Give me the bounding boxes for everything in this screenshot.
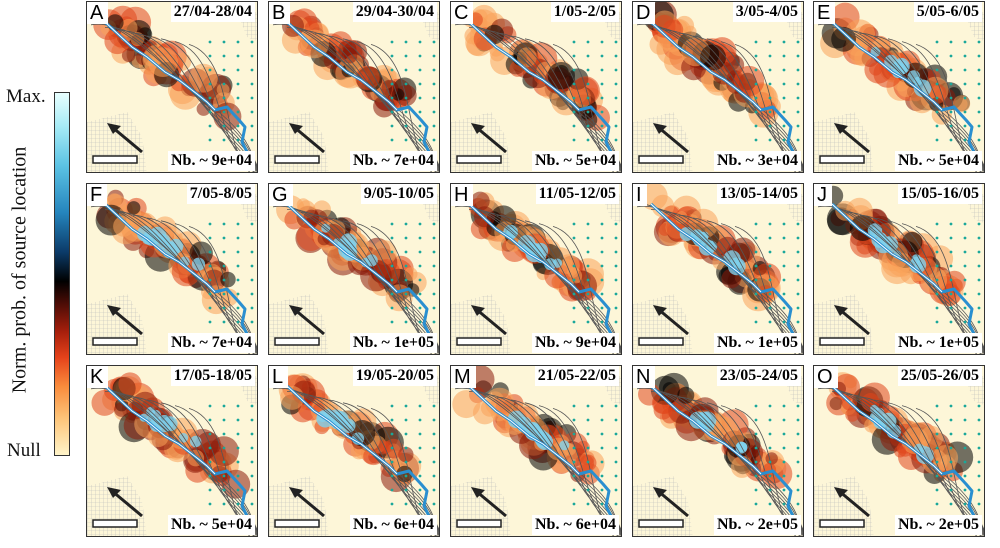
colorbar-title: Norm. prob. of source location <box>8 146 31 394</box>
panel-event-count: Nb. ~ 5e+04 <box>895 151 982 171</box>
panel-date-range: 11/05-12/05 <box>535 184 619 204</box>
map-panel-o: O 25/05-26/05 Nb. ~ 2e+05 <box>813 365 985 537</box>
panel-date-range: 17/05-18/05 <box>170 366 255 386</box>
panel-letter: D <box>633 2 656 24</box>
source-probability-map <box>814 2 984 172</box>
panel-letter: F <box>87 184 108 206</box>
panel-date-range: 1/05-2/05 <box>550 2 619 22</box>
source-probability-map <box>814 184 984 354</box>
panel-date-range: 9/05-10/05 <box>360 184 437 204</box>
panel-date-range: 19/05-20/05 <box>352 366 437 386</box>
panel-letter: A <box>87 2 109 24</box>
map-panel-m: M 21/05-22/05 Nb. ~ 6e+04 <box>450 365 622 537</box>
panel-event-count: Nb. ~ 1e+05 <box>350 333 437 353</box>
panel-letter: L <box>269 366 289 388</box>
panel-event-count: Nb. ~ 3e+04 <box>714 151 801 171</box>
panel-date-range: 29/04-30/04 <box>352 2 437 22</box>
panel-letter: C <box>451 2 474 24</box>
panel-event-count: Nb. ~ 1e+05 <box>895 333 982 353</box>
map-panel-n: N 23/05-24/05 Nb. ~ 2e+05 <box>632 365 804 537</box>
map-panel-e: E 5/05-6/05 Nb. ~ 5e+04 <box>813 1 985 173</box>
source-probability-map <box>451 184 621 354</box>
map-panel-c: C 1/05-2/05 Nb. ~ 5e+04 <box>450 1 622 173</box>
map-panel-j: J 15/05-16/05 Nb. ~ 1e+05 <box>813 183 985 355</box>
panel-event-count: Nb. ~ 5e+04 <box>532 151 619 171</box>
source-probability-map <box>814 366 984 536</box>
source-probability-map <box>633 2 803 172</box>
panel-event-count: Nb. ~ 6e+04 <box>532 515 619 535</box>
panel-date-range: 3/05-4/05 <box>732 2 801 22</box>
panel-date-range: 5/05-6/05 <box>913 2 982 22</box>
map-panel-f: F 7/05-8/05 Nb. ~ 7e+04 <box>86 183 258 355</box>
panel-letter: M <box>451 366 476 388</box>
panel-date-range: 25/05-26/05 <box>897 366 982 386</box>
colorbar-null-label: Null <box>7 440 41 461</box>
source-probability-map <box>269 2 439 172</box>
map-panel-l: L 19/05-20/05 Nb. ~ 6e+04 <box>268 365 440 537</box>
map-panel-g: G 9/05-10/05 Nb. ~ 1e+05 <box>268 183 440 355</box>
source-probability-map <box>87 366 257 536</box>
colorbar: Max. Norm. prob. of source location Null <box>0 0 85 548</box>
source-probability-map <box>269 366 439 536</box>
panel-event-count: Nb. ~ 9e+04 <box>532 333 619 353</box>
map-panel-d: D 3/05-4/05 Nb. ~ 3e+04 <box>632 1 804 173</box>
source-probability-map <box>87 184 257 354</box>
panel-letter: N <box>633 366 656 388</box>
source-probability-map <box>633 366 803 536</box>
map-panel-i: I 13/05-14/05 Nb. ~ 1e+05 <box>632 183 804 355</box>
panel-date-range: 7/05-8/05 <box>186 184 255 204</box>
source-probability-map <box>451 366 621 536</box>
panel-date-range: 27/04-28/04 <box>170 2 255 22</box>
panel-event-count: Nb. ~ 1e+05 <box>714 333 801 353</box>
map-panel-a: A 27/04-28/04 Nb. ~ 9e+04 <box>86 1 258 173</box>
panel-event-count: Nb. ~ 2e+05 <box>895 515 982 535</box>
map-panel-k: K 17/05-18/05 Nb. ~ 5e+04 <box>86 365 258 537</box>
panel-event-count: Nb. ~ 7e+04 <box>168 333 255 353</box>
source-probability-map <box>633 184 803 354</box>
panel-letter: J <box>814 184 832 206</box>
panel-letter: B <box>269 2 291 24</box>
panel-letter: E <box>814 2 836 24</box>
panel-date-range: 23/05-24/05 <box>716 366 801 386</box>
panel-date-range: 15/05-16/05 <box>897 184 982 204</box>
map-panel-h: H 11/05-12/05 Nb. ~ 9e+04 <box>450 183 622 355</box>
panel-letter: G <box>269 184 293 206</box>
panel-date-range: 21/05-22/05 <box>534 366 619 386</box>
panel-event-count: Nb. ~ 5e+04 <box>168 515 255 535</box>
panel-event-count: Nb. ~ 2e+05 <box>714 515 801 535</box>
map-panel-b: B 29/04-30/04 Nb. ~ 7e+04 <box>268 1 440 173</box>
colorbar-gradient <box>54 92 70 456</box>
panel-letter: K <box>87 366 109 388</box>
source-probability-map <box>269 184 439 354</box>
colorbar-max-label: Max. <box>6 86 46 107</box>
panel-letter: I <box>633 184 647 206</box>
source-probability-map <box>451 2 621 172</box>
panel-letter: H <box>451 184 474 206</box>
panel-event-count: Nb. ~ 9e+04 <box>168 151 255 171</box>
panel-event-count: Nb. ~ 7e+04 <box>350 151 437 171</box>
panel-event-count: Nb. ~ 6e+04 <box>350 515 437 535</box>
panel-date-range: 13/05-14/05 <box>716 184 801 204</box>
panel-letter: O <box>814 366 838 388</box>
source-probability-map <box>87 2 257 172</box>
